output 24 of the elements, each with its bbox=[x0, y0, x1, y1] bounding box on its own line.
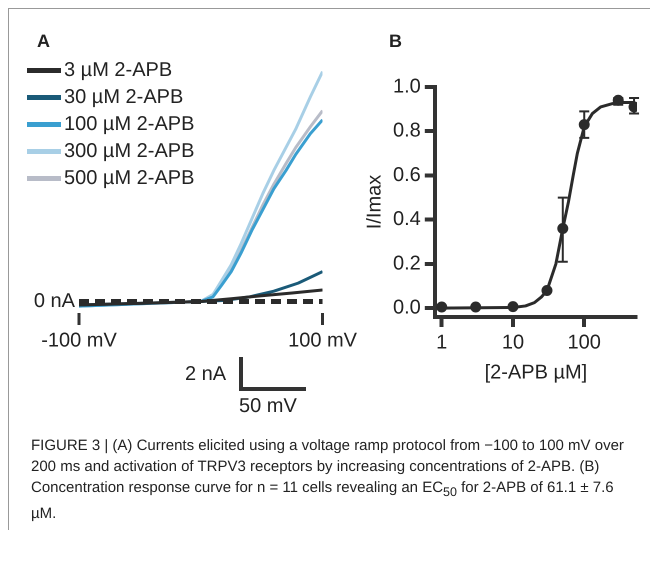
x-tick-label: 100 mV bbox=[288, 330, 358, 352]
legend-label: 3 µM 2-APB bbox=[64, 59, 172, 82]
x-tick-label: 10 bbox=[502, 332, 524, 354]
y-tick-label: 0.6 bbox=[392, 164, 421, 186]
y-axis-title: I/Imax bbox=[364, 174, 386, 230]
x-tick-label: -100 mV bbox=[41, 330, 118, 352]
x-tick-label: 100 bbox=[568, 332, 601, 354]
x-axis-title: [2-APB µM] bbox=[484, 362, 588, 384]
legend-label: 500 µM 2-APB bbox=[64, 167, 194, 190]
x-tick-label: 1 bbox=[436, 332, 448, 354]
text: 2 nA bbox=[185, 363, 226, 386]
legend-label: 30 µM 2-APB bbox=[64, 86, 184, 109]
y-tick-label: 1.0 bbox=[392, 76, 421, 98]
chart-title: B bbox=[388, 31, 403, 53]
y-tick-label: 0.8 bbox=[392, 120, 421, 142]
text: FIGURE 3 | (A) Currents elicited using a voltage ramp protocol from −100 to 100 mV over 200 ms and activation of TRPV3 receptors by increasing concentrations of 2-APB. (B) Concentration response curve for n = 11 cells revealing an EC$_{50}$ for 2-APB of 61.1 ± 7.6 µM. bbox=[31, 437, 624, 522]
legend-label: 100 µM 2-APB bbox=[64, 113, 194, 136]
chart-title: A bbox=[36, 31, 51, 53]
y-tick-label: 0.4 bbox=[392, 208, 421, 230]
text: 50 mV bbox=[239, 395, 297, 418]
y-tick-label: 0.0 bbox=[392, 296, 421, 319]
y-tick-label: 0.2 bbox=[392, 252, 421, 274]
ref-line-label: 0 nA bbox=[34, 290, 76, 312]
legend-label: 300 µM 2-APB bbox=[64, 140, 194, 163]
